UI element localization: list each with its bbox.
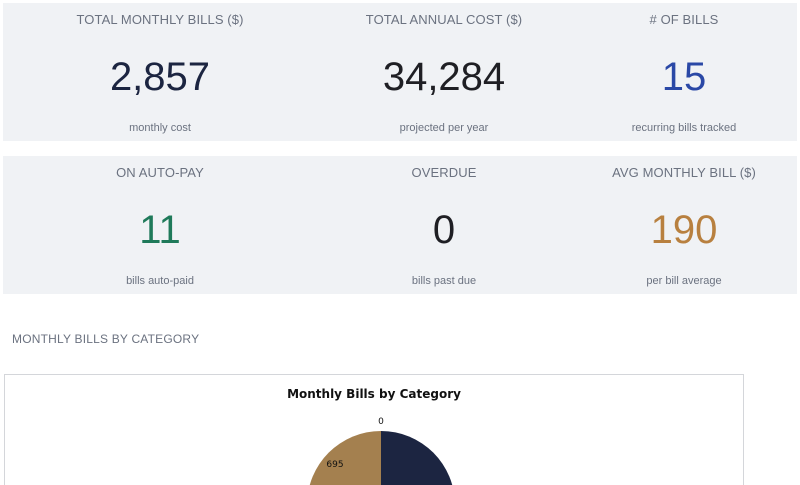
category-chart: Monthly Bills by Category 0 695 [4,374,744,485]
kpi-card-on-auto-pay: ON AUTO-PAY 11 bills auto-paid [3,156,317,294]
kpi-card-number-of-bills: # OF BILLS 15 recurring bills tracked [571,3,797,141]
kpi-title: TOTAL ANNUAL COST ($) [365,12,523,27]
kpi-value: 11 [139,208,181,252]
section-title: MONTHLY BILLS BY CATEGORY [12,332,200,346]
kpi-value: 190 [650,208,718,252]
kpi-subtitle: projected per year [399,122,489,134]
kpi-card-total-monthly-bills: TOTAL MONTHLY BILLS ($) 2,857 monthly co… [3,3,317,141]
kpi-subtitle: monthly cost [129,122,191,134]
kpi-value: 34,284 [382,55,506,99]
kpi-subtitle: per bill average [646,275,722,287]
pie-slice-tan [309,431,381,485]
kpi-value: 0 [432,208,456,252]
pie-label-left: 695 [326,460,343,470]
kpi-card-overdue: OVERDUE 0 bills past due [317,156,571,294]
kpi-value: 2,857 [109,55,211,99]
kpi-title: # OF BILLS [649,12,719,27]
kpi-subtitle: bills auto-paid [126,275,194,287]
kpi-value: 15 [661,55,707,99]
kpi-row-1: TOTAL MONTHLY BILLS ($) 2,857 monthly co… [3,3,797,141]
pie-slice-navy [381,431,453,485]
pie-chart: 0 695 [309,417,453,485]
kpi-subtitle: recurring bills tracked [631,122,737,134]
chart-title: Monthly Bills by Category [287,387,461,401]
kpi-card-total-annual-cost: TOTAL ANNUAL COST ($) 34,284 projected p… [317,3,571,141]
kpi-subtitle: bills past due [411,275,477,287]
kpi-title: ON AUTO-PAY [116,165,204,180]
kpi-row-2: ON AUTO-PAY 11 bills auto-paid OVERDUE 0… [3,156,797,294]
pie-label-top: 0 [378,417,384,427]
kpi-title: OVERDUE [411,165,477,180]
kpi-title: AVG MONTHLY BILL ($) [612,165,756,180]
kpi-title: TOTAL MONTHLY BILLS ($) [76,12,244,27]
kpi-card-avg-monthly-bill: AVG MONTHLY BILL ($) 190 per bill averag… [571,156,797,294]
